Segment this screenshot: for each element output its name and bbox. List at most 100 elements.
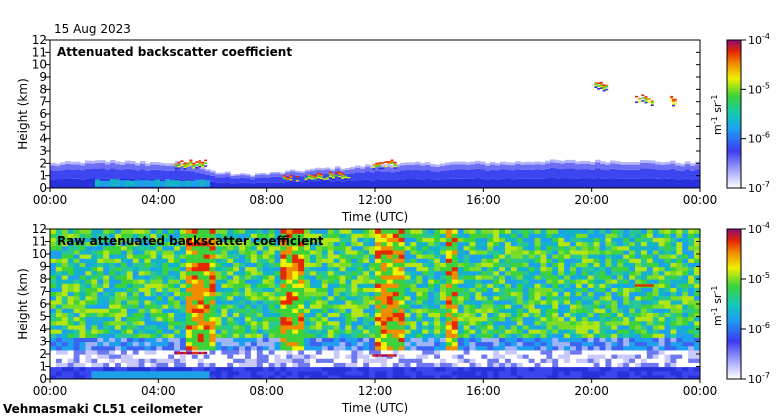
raw-backscatter-cell: [552, 274, 559, 280]
cloud-cell: [393, 167, 397, 169]
raw-backscatter-cell: [144, 245, 152, 251]
raw-backscatter-cell: [357, 266, 364, 272]
raw-backscatter-cell: [333, 237, 341, 243]
cloud-cell: [672, 103, 676, 106]
raw-backscatter-cell: [516, 237, 524, 243]
raw-backscatter-cell: [138, 262, 146, 268]
backscatter-cell: [405, 162, 411, 165]
raw-backscatter-cell: [327, 299, 335, 305]
raw-backscatter-cell: [558, 262, 565, 268]
raw-backscatter-cell: [552, 262, 559, 268]
backscatter-cell: [465, 162, 471, 165]
raw-backscatter-cell: [191, 370, 199, 376]
raw-backscatter-cell: [410, 316, 417, 322]
raw-backscatter-cell: [132, 295, 140, 301]
raw-backscatter-cell: [540, 329, 547, 334]
raw-backscatter-cell: [369, 291, 376, 297]
raw-backscatter-cell: [540, 249, 547, 255]
raw-backscatter-cell: [191, 295, 199, 301]
raw-backscatter-cell: [50, 287, 57, 293]
raw-backscatter-cell: [682, 308, 689, 313]
x-tick-label: 00:00: [33, 193, 68, 207]
raw-backscatter-cell: [694, 362, 700, 368]
raw-backscatter-cell: [581, 254, 589, 259]
raw-backscatter-cell: [445, 249, 453, 255]
raw-backscatter-cell: [558, 345, 565, 351]
raw-backscatter-cell: [546, 333, 553, 338]
raw-backscatter-cell: [392, 316, 400, 322]
raw-backscatter-cell: [197, 279, 205, 284]
raw-backscatter-cell: [280, 241, 287, 247]
raw-backscatter-cell: [528, 270, 536, 276]
raw-backscatter-cell: [174, 266, 181, 272]
raw-backscatter-cell: [410, 374, 417, 379]
raw-backscatter-cell: [398, 258, 406, 263]
raw-backscatter-cell: [676, 358, 683, 363]
raw-backscatter-cell: [168, 262, 175, 268]
raw-backscatter-cell: [505, 374, 512, 379]
raw-backscatter-cell: [611, 370, 618, 376]
raw-backscatter-cell: [209, 295, 217, 301]
raw-backscatter-cell: [245, 233, 252, 238]
raw-backscatter-cell: [528, 295, 536, 301]
raw-backscatter-cell: [256, 345, 264, 351]
raw-backscatter-cell: [227, 362, 234, 368]
raw-backscatter-cell: [629, 329, 636, 334]
raw-backscatter-cell: [268, 233, 276, 238]
raw-backscatter-cell: [197, 295, 205, 301]
raw-backscatter-cell: [250, 254, 258, 259]
raw-backscatter-cell: [570, 283, 577, 288]
raw-backscatter-cell: [493, 366, 500, 372]
raw-backscatter-cell: [97, 254, 104, 259]
raw-backscatter-cell: [564, 287, 571, 293]
backscatter-cell: [540, 164, 546, 170]
cloud-cell: [204, 159, 208, 162]
raw-backscatter-cell: [67, 358, 75, 363]
raw-backscatter-cell: [658, 241, 666, 247]
x-tick-label: 00:00: [683, 384, 718, 398]
raw-backscatter-cell: [215, 287, 222, 293]
raw-backscatter-cell: [185, 233, 193, 238]
raw-backscatter-cell: [339, 266, 347, 272]
raw-backscatter-cell: [581, 366, 589, 372]
raw-backscatter-cell: [623, 245, 630, 251]
raw-backscatter-cell: [599, 337, 607, 343]
raw-backscatter-cell: [132, 354, 140, 359]
raw-backscatter-cell: [115, 349, 122, 355]
raw-backscatter-cell: [575, 337, 583, 343]
raw-backscatter-cell: [640, 287, 648, 293]
raw-backscatter-cell: [144, 299, 152, 305]
raw-backscatter-cell: [180, 324, 187, 330]
raw-backscatter-cell: [493, 295, 500, 301]
cloud-cell: [319, 173, 323, 176]
raw-backscatter-cell: [611, 229, 618, 234]
raw-backscatter-cell: [369, 316, 376, 322]
raw-backscatter-cell: [144, 324, 152, 330]
raw-backscatter-cell: [469, 233, 477, 238]
raw-backscatter-cell: [516, 233, 524, 238]
raw-backscatter-cell: [434, 245, 441, 251]
backscatter-cell: [215, 174, 221, 178]
backscatter-cell: [230, 175, 236, 179]
raw-backscatter-cell: [120, 266, 128, 272]
raw-backscatter-cell: [298, 304, 305, 309]
raw-backscatter-cell: [310, 345, 317, 351]
backscatter-cell: [555, 168, 561, 179]
raw-backscatter-cell: [510, 333, 518, 338]
backscatter-cell: [575, 169, 581, 179]
raw-backscatter-cell: [327, 254, 335, 259]
raw-backscatter-cell: [463, 266, 471, 272]
raw-backscatter-cell: [522, 370, 530, 376]
raw-backscatter-cell: [688, 345, 695, 351]
raw-backscatter-cell: [185, 333, 193, 338]
raw-backscatter-cell: [369, 245, 376, 251]
raw-backscatter-cell: [493, 312, 500, 318]
raw-backscatter-cell: [605, 370, 612, 376]
raw-backscatter-cell: [304, 345, 311, 351]
raw-backscatter-cell: [457, 233, 465, 238]
raw-backscatter-cell: [209, 304, 217, 309]
raw-backscatter-cell: [191, 237, 199, 243]
cloud-cell: [289, 180, 293, 183]
raw-backscatter-cell: [451, 345, 459, 351]
raw-backscatter-cell: [73, 266, 81, 272]
